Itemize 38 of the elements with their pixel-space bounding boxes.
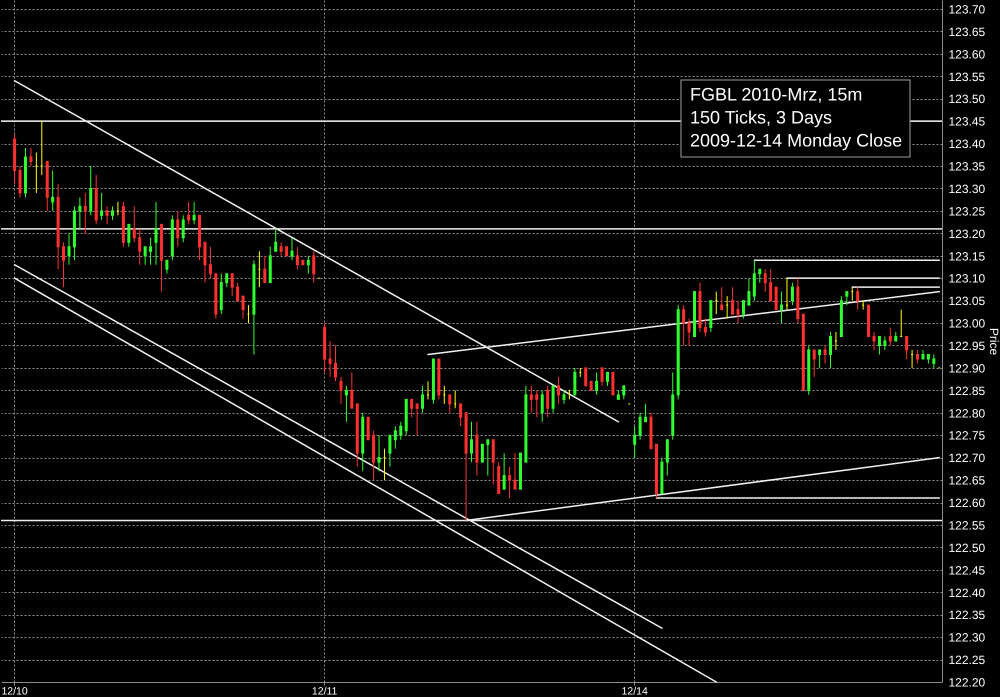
- y-tick-label: 122.95: [948, 338, 986, 353]
- y-tick-label: 123.30: [948, 182, 986, 196]
- y-tick-label: 122.20: [948, 676, 986, 690]
- y-tick-label: 122.65: [948, 474, 986, 488]
- y-tick-label: 123.20: [948, 226, 986, 241]
- y-tick-label: 123.65: [948, 24, 986, 39]
- y-tick-label: 123.40: [948, 137, 986, 152]
- y-tick-label: 123.05: [948, 294, 986, 308]
- y-tick-label: 122.55: [948, 518, 986, 532]
- y-tick-label: 122.40: [948, 586, 986, 600]
- y-tick-label: 123.00: [948, 316, 986, 331]
- annotation: 2009-12-14 Monday Close: [690, 130, 902, 150]
- y-tick-label: 123.70: [948, 2, 986, 16]
- y-tick-label: 122.80: [948, 406, 986, 420]
- y-tick-label: 122.70: [948, 451, 986, 466]
- y-tick-label: 123.35: [948, 160, 986, 174]
- y-tick-label: 123.25: [948, 204, 986, 218]
- y-tick-label: 123.60: [948, 47, 986, 62]
- y-tick-label: 123.10: [948, 272, 986, 286]
- y-tick-label: 122.85: [948, 384, 986, 398]
- y-tick-label: 123.55: [948, 70, 986, 84]
- y-tick-label: 123.45: [948, 114, 986, 129]
- y-tick-label: 122.60: [948, 496, 986, 510]
- y-axis-title: Price: [987, 328, 1000, 356]
- annotation: FGBL 2010-Mrz, 15m: [690, 84, 862, 104]
- x-tick-label: 12/14: [622, 686, 648, 698]
- x-tick-label: 12/11: [312, 686, 338, 698]
- y-tick-label: 122.25: [948, 653, 986, 668]
- annotation: 150 Ticks, 3 Days: [690, 108, 832, 128]
- y-tick-label: 122.30: [948, 630, 986, 645]
- y-tick-label: 123.50: [948, 92, 986, 106]
- y-tick-label: 122.35: [948, 608, 986, 622]
- y-tick-label: 122.50: [948, 540, 986, 555]
- y-tick-label: 122.75: [948, 428, 986, 443]
- y-tick-label: 123.15: [948, 249, 986, 264]
- y-tick-label: 122.45: [948, 563, 986, 578]
- x-tick-label: 12/10: [1, 686, 28, 698]
- y-tick-label: 122.90: [948, 361, 986, 376]
